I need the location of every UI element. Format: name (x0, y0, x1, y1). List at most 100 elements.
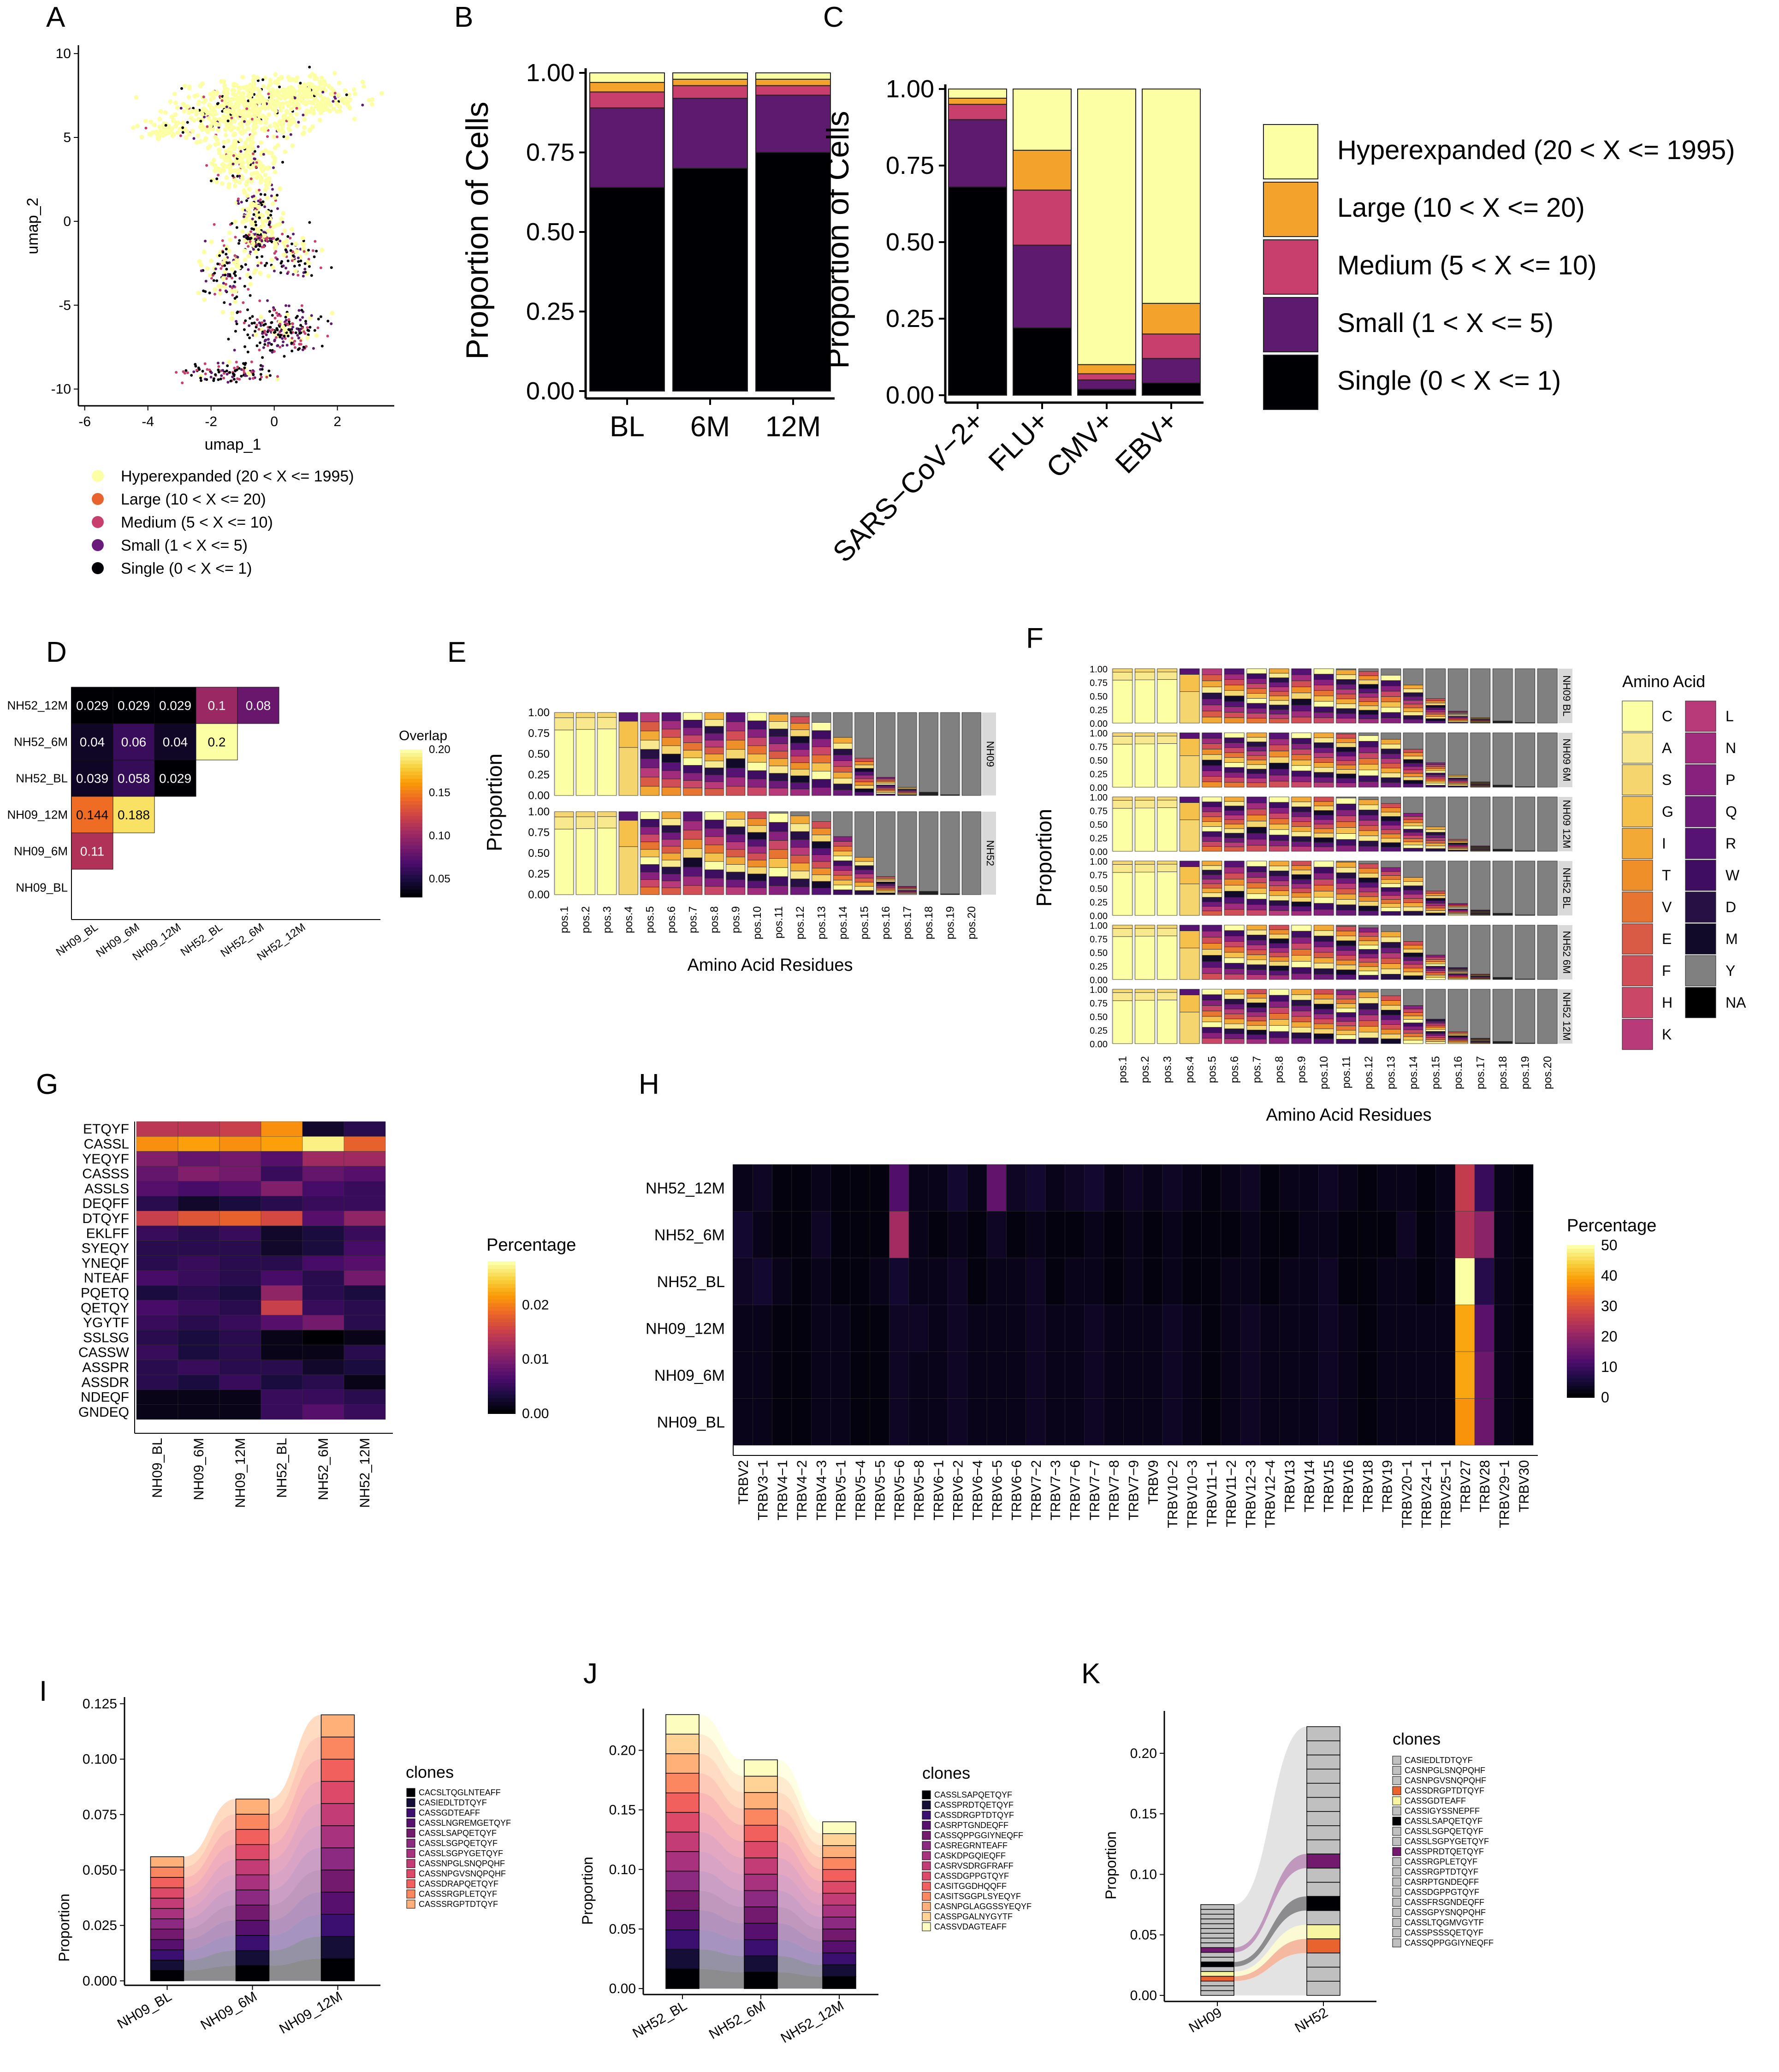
umap-point (265, 210, 270, 215)
panel-f-aa-segment (1246, 1030, 1267, 1035)
panel-e-aa-segment (704, 819, 724, 829)
panel-i-legend-swatch (406, 1859, 415, 1868)
panel-f-aa-segment (1246, 802, 1267, 809)
panel-h-col-label: TRBV7−2 (1029, 1460, 1044, 1520)
panel-f-aa-segment (1246, 909, 1267, 916)
panel-f-aa-segment (1381, 1000, 1401, 1006)
panel-f-aa-segment (1425, 900, 1446, 903)
panel-e-aa-segment (726, 740, 746, 750)
panel-f-x-tick-label: pos.2 (1139, 1056, 1151, 1083)
panel-f-aa-segment (1291, 754, 1311, 760)
panel-f-aa-segment (1202, 937, 1222, 944)
panel-f-aa-segment (1403, 816, 1423, 820)
panel-letter-c: C (823, 1, 844, 33)
umap-point (296, 273, 300, 277)
panel-f-aa-segment (1425, 968, 1446, 971)
panel-f-y-tick-label: 0.25 (1090, 834, 1108, 844)
umap-point (260, 375, 263, 379)
panel-i-legend-label: CASSGDTEAFF (419, 1808, 480, 1817)
umap-point (252, 86, 257, 91)
umap-point (215, 177, 219, 180)
panel-h-colorbar-segment (1567, 1352, 1595, 1356)
umap-point (264, 264, 267, 267)
panel-j-stack-segment (665, 1812, 700, 1833)
panel-f-aa-segment (1291, 925, 1311, 932)
panel-f-aa-segment (1224, 690, 1245, 696)
panel-g-motif-heatmap: Percentage ETQYFCASSLYEQYFCASSSASSLSDEQF… (78, 1121, 576, 1508)
panel-g-colorbar-segment (488, 1353, 516, 1357)
panel-h-heat-cell (1435, 1351, 1455, 1399)
umap-point (266, 330, 269, 333)
panel-j-legend-title: clones (922, 1763, 970, 1782)
panel-f-aa-segment (1224, 891, 1245, 898)
panel-h-heat-cell (1201, 1305, 1222, 1352)
panel-h-heat-cell (850, 1258, 870, 1305)
umap-point (240, 75, 245, 80)
umap-point (247, 268, 250, 271)
panel-d-row-label: NH52_6M (14, 735, 68, 749)
panel-j-stack-segment (744, 1792, 778, 1810)
panel-g-colorbar-segment (488, 1288, 516, 1292)
panel-f-aa-segment (1269, 1013, 1289, 1020)
panel-f-aa-segment (1135, 1000, 1155, 1044)
umap-point (284, 248, 287, 251)
panel-f-na-segment (1358, 989, 1379, 992)
panel-d-heat-cell (237, 687, 279, 724)
panel-h-heat-cell (1435, 1258, 1455, 1305)
panel-f-aa-segment (1112, 800, 1133, 809)
panel-f-aa-segment (1425, 905, 1446, 908)
panel-j-legend-label: CASSQPPGGIYNEQFF (934, 1831, 1023, 1840)
umap-point (245, 273, 250, 278)
panel-e-aa-segment (854, 869, 874, 874)
panel-f-aa-segment (1224, 861, 1245, 867)
umap-point (254, 245, 257, 248)
umap-point (316, 326, 320, 329)
panel-h-heat-cell (1357, 1258, 1377, 1305)
panel-k-stack-segment (1306, 1811, 1340, 1826)
panel-f-aa-segment (1246, 950, 1267, 955)
panel-f-aa-segment (1358, 906, 1379, 911)
panel-h-heat-cell (948, 1351, 968, 1399)
panel-h-heat-cell (1103, 1211, 1124, 1259)
umap-point (247, 245, 250, 248)
panel-h-colorbar-segment (1567, 1260, 1595, 1265)
panel-f-aa-segment (1202, 760, 1222, 766)
panel-a-legend-dot (92, 516, 104, 528)
panel-f-aa-segment (1246, 668, 1267, 674)
panel-i-stack-segment (150, 1856, 184, 1868)
panel-f-aa-segment (1336, 904, 1356, 910)
panel-h-colorbar-segment (1567, 1378, 1595, 1383)
panel-j-legend-label: CASSVDAGTEAFF (934, 1922, 1007, 1931)
panel-e-na-segment (812, 811, 831, 822)
panel-f-aa-segment (1224, 701, 1245, 707)
panel-g-heat-cell (344, 1136, 386, 1152)
panel-f-aa-segment (1202, 821, 1222, 827)
umap-point (208, 111, 213, 116)
panel-f-aa-segment (1246, 1034, 1267, 1039)
panel-h-heat-cell (1474, 1164, 1494, 1211)
panel-f-aa-segment (1336, 931, 1356, 936)
panel-f-na-segment (1381, 668, 1401, 676)
umap-point (267, 124, 273, 129)
umap-point (267, 150, 272, 155)
umap-point (203, 137, 208, 142)
umap-point (213, 142, 218, 147)
umap-point (248, 83, 253, 88)
panel-e-aa-segment (683, 742, 703, 751)
umap-point (226, 157, 231, 162)
panel-g-row-label: YEQYF (82, 1152, 129, 1167)
panel-f-aa-segment (1425, 707, 1446, 710)
panel-f-aa-segment (1403, 952, 1423, 957)
panel-f-x-tick-label: pos.3 (1161, 1056, 1174, 1083)
panel-h-heat-cell (1123, 1305, 1143, 1352)
panel-h-heat-cell (1279, 1211, 1299, 1259)
panel-f-aa-segment (1403, 825, 1423, 830)
panel-e-aa-segment (726, 786, 746, 796)
panel-h-heat-cell (1279, 1164, 1299, 1211)
panel-h-heat-cell (928, 1258, 948, 1305)
panel-f-aa-segment (1269, 718, 1289, 724)
umap-point (205, 130, 210, 134)
panel-k-stack-segment (1200, 1904, 1234, 1910)
panel-e-aa-segment (597, 816, 617, 829)
panel-g-heat-cell (136, 1151, 178, 1167)
